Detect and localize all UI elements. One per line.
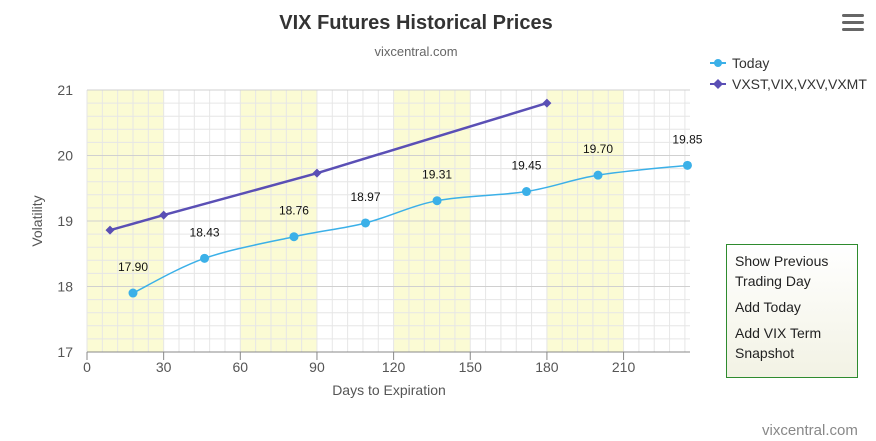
y-tick-label: 20	[57, 148, 73, 164]
x-tick-label: 150	[459, 359, 483, 375]
side-panel: Show Previous Trading Day Add Today Add …	[726, 244, 858, 378]
x-tick-label: 180	[535, 359, 559, 375]
legend-item-term[interactable]: VXST,VIX,VXV,VXMT	[710, 76, 867, 92]
data-point	[593, 170, 603, 180]
x-tick-label: 210	[612, 359, 636, 375]
data-label: 19.45	[511, 159, 541, 173]
data-label: 18.97	[350, 190, 380, 204]
x-axis-label: Days to Expiration	[332, 382, 446, 398]
data-point	[361, 218, 371, 228]
data-point	[432, 196, 442, 206]
data-point	[200, 253, 210, 263]
add-vix-term-snapshot-option[interactable]: Add VIX Term Snapshot	[735, 325, 822, 361]
legend-item-today[interactable]: Today	[710, 55, 769, 71]
add-today-option[interactable]: Add Today	[735, 299, 801, 315]
y-tick-label: 18	[57, 279, 73, 295]
y-tick-label: 21	[57, 82, 73, 98]
x-tick-label: 60	[233, 359, 249, 375]
data-point	[159, 210, 169, 220]
data-point	[289, 232, 299, 242]
data-label: 19.70	[583, 142, 613, 156]
data-label: 17.90	[118, 260, 148, 274]
series-line-1	[109, 101, 548, 232]
hamburger-menu-icon[interactable]	[842, 14, 864, 34]
y-axis-label: Volatility	[29, 195, 45, 246]
data-label: 19.85	[672, 132, 702, 146]
x-tick-label: 30	[156, 359, 172, 375]
data-point	[682, 160, 692, 170]
legend[interactable]: Today VXST,VIX,VXV,VXMT	[710, 55, 867, 92]
data-point	[521, 187, 531, 197]
x-tick-label: 0	[83, 359, 91, 375]
data-point	[542, 98, 552, 108]
legend-label-today: Today	[732, 55, 769, 71]
chart-subtitle: vixcentral.com	[374, 44, 457, 59]
chart-title: VIX Futures Historical Prices	[279, 12, 552, 34]
data-point	[128, 288, 138, 298]
credit-text[interactable]: vixcentral.com	[762, 422, 858, 439]
data-label: 18.43	[190, 225, 220, 239]
data-label: 19.31	[422, 168, 452, 182]
data-point	[312, 168, 322, 178]
data-label: 18.76	[279, 204, 309, 218]
y-tick-label: 17	[57, 344, 73, 360]
x-tick-label: 120	[382, 359, 406, 375]
legend-label-term: VXST,VIX,VXV,VXMT	[732, 76, 867, 92]
y-tick-label: 19	[57, 213, 73, 229]
show-previous-trading-day-option[interactable]: Show Previous Trading Day	[735, 253, 829, 289]
x-tick-label: 90	[309, 359, 325, 375]
data-point	[105, 225, 115, 235]
